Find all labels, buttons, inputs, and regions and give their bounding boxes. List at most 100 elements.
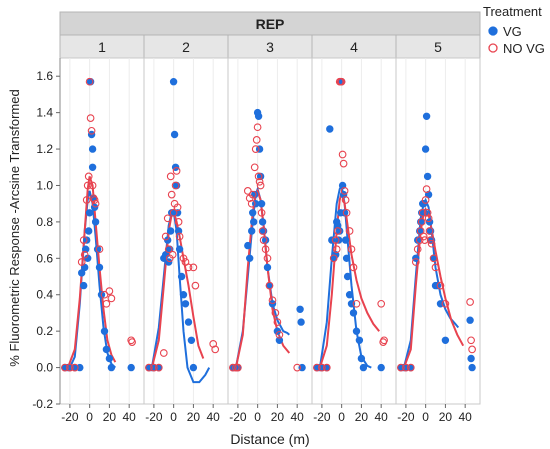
panel-3	[227, 57, 313, 405]
point-no-vg	[189, 263, 198, 272]
panel-label-3: 3	[266, 39, 274, 55]
point-no-vg	[167, 190, 176, 199]
x-tick-label: 0	[338, 410, 345, 424]
point-no-vg	[84, 172, 93, 181]
point-vg	[336, 227, 344, 235]
point-no-vg	[95, 245, 104, 254]
point-no-vg	[417, 218, 426, 226]
point-vg	[166, 227, 175, 235]
legend-marker-vg	[488, 26, 498, 36]
point-no-vg	[377, 299, 386, 308]
point-vg	[420, 199, 428, 208]
point-no-vg	[232, 363, 240, 372]
x-tick-label: 0	[86, 410, 93, 424]
point-no-vg	[83, 181, 92, 190]
x-tick-label: 20	[439, 410, 453, 424]
point-no-vg	[145, 363, 153, 372]
point-no-vg	[341, 196, 350, 204]
point-no-vg	[420, 236, 429, 244]
point-no-vg	[128, 338, 136, 346]
point-no-vg	[258, 227, 267, 235]
point-vg	[377, 363, 385, 372]
point-no-vg	[229, 363, 237, 372]
point-vg	[352, 327, 361, 335]
point-no-vg	[61, 363, 69, 372]
point-no-vg	[419, 232, 428, 241]
point-no-vg	[426, 236, 435, 244]
fit-line-no-vg	[230, 188, 291, 369]
point-no-vg	[263, 254, 272, 263]
x-tick-label: -20	[229, 410, 247, 424]
point-no-vg	[337, 77, 346, 86]
point-vg	[250, 190, 259, 199]
panel-1	[59, 57, 145, 405]
point-no-vg	[184, 263, 193, 272]
panel-label-4: 4	[350, 39, 358, 55]
point-no-vg	[250, 163, 259, 172]
y-axis: -0.2 0.0 0.2 0.4 0.6 0.8 1.0 1.2 1.4 1.6	[32, 58, 61, 411]
point-no-vg	[100, 290, 109, 299]
point-no-vg	[329, 254, 338, 263]
point-vg	[107, 363, 116, 372]
point-no-vg	[88, 181, 97, 190]
point-no-vg	[172, 167, 181, 175]
point-no-vg	[413, 245, 422, 254]
point-vg	[249, 218, 258, 226]
point-no-vg	[107, 294, 116, 303]
point-no-vg	[168, 250, 177, 259]
y-tick-label: 1.2	[36, 142, 53, 156]
point-no-vg	[322, 363, 331, 372]
point-vg	[357, 354, 366, 363]
y-tick-label: 0.2	[36, 324, 53, 338]
point-no-vg	[87, 126, 96, 135]
point-vg	[179, 291, 188, 299]
point-vg	[340, 209, 349, 217]
point-no-vg	[318, 363, 326, 372]
legend-label-vg: VG	[503, 24, 522, 39]
point-no-vg	[424, 214, 433, 223]
point-no-vg	[275, 330, 284, 339]
point-no-vg	[253, 123, 262, 132]
point-no-vg	[259, 236, 268, 244]
point-no-vg	[466, 298, 474, 306]
point-vg	[423, 172, 432, 181]
point-no-vg	[77, 258, 86, 266]
point-no-vg	[85, 77, 94, 86]
panel-2	[143, 57, 229, 405]
point-no-vg	[163, 214, 172, 223]
x-axis-label: Distance (m)	[230, 431, 309, 447]
point-vg	[258, 218, 267, 226]
point-vg	[91, 218, 100, 226]
point-no-vg	[254, 172, 263, 181]
point-no-vg	[66, 363, 74, 372]
point-vg	[342, 254, 351, 262]
point-vg	[255, 145, 264, 153]
point-no-vg	[82, 196, 91, 204]
point-no-vg	[342, 208, 351, 217]
point-no-vg	[441, 299, 450, 308]
y-tick-label: 1.0	[36, 178, 53, 192]
point-vg	[189, 363, 198, 372]
point-vg	[95, 263, 104, 272]
x-tick-label: 20	[103, 410, 117, 424]
point-no-vg	[169, 208, 178, 217]
x-tick-label: 40	[374, 410, 388, 424]
point-vg	[105, 354, 114, 363]
point-no-vg	[161, 232, 170, 241]
point-vg	[247, 227, 256, 235]
point-no-vg	[179, 254, 188, 263]
point-no-vg	[425, 227, 434, 235]
point-no-vg	[265, 281, 274, 290]
panel-label-1: 1	[98, 39, 106, 55]
y-tick-label: 0.8	[36, 215, 53, 229]
x-tick-label: -20	[397, 410, 415, 424]
point-no-vg	[159, 349, 168, 357]
point-no-vg	[80, 250, 89, 259]
y-tick-label: 1.4	[36, 106, 53, 120]
point-no-vg	[90, 196, 99, 204]
point-no-vg	[293, 363, 302, 372]
point-no-vg	[338, 150, 347, 159]
point-vg	[174, 227, 183, 235]
point-no-vg	[313, 363, 321, 372]
